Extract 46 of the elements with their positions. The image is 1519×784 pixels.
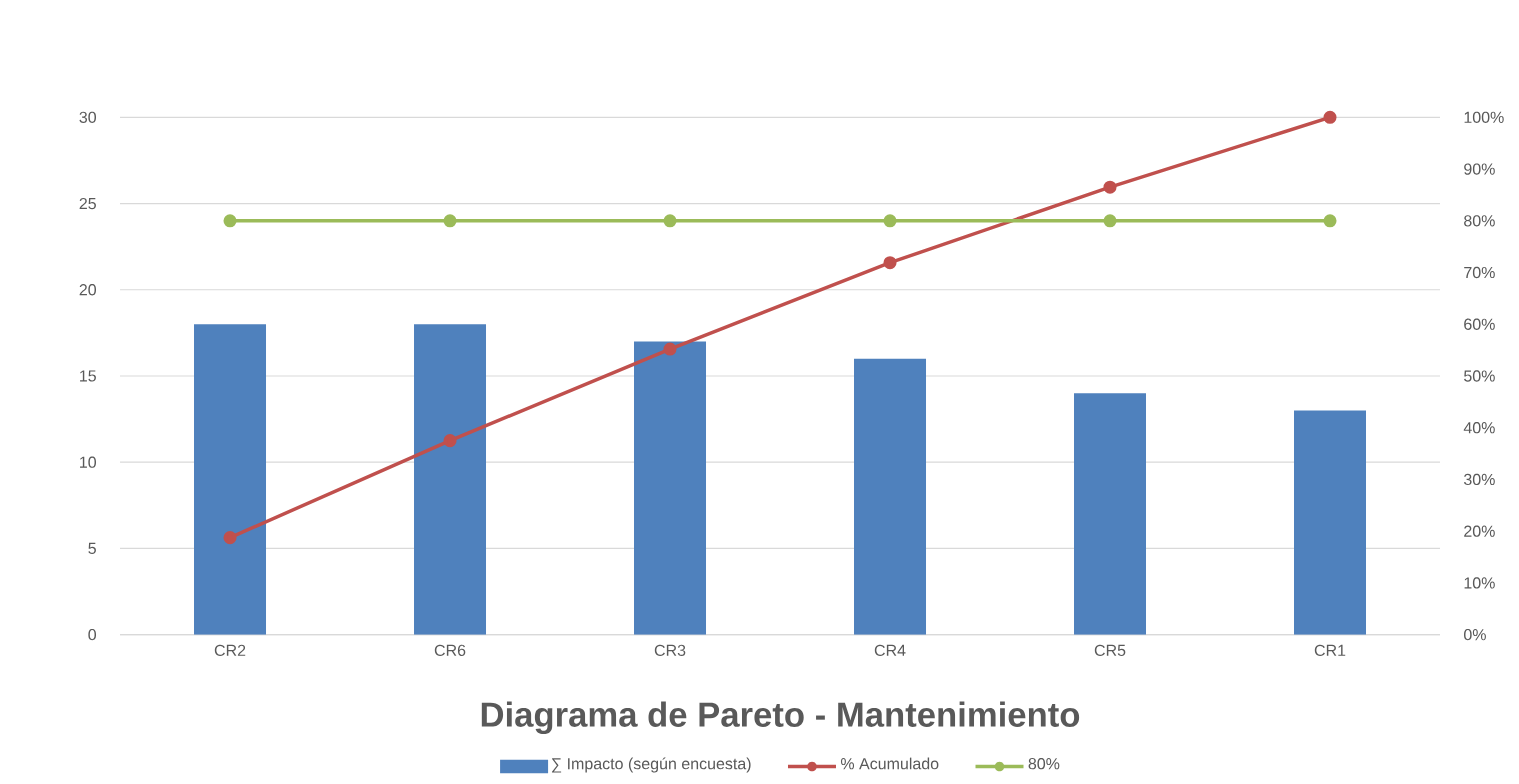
- point: [223, 214, 237, 228]
- point: [1323, 214, 1337, 228]
- y2-tick-label: 90%: [1464, 163, 1495, 175]
- bar: [194, 324, 267, 635]
- x-tick-label: CR1: [1314, 644, 1346, 657]
- point: [443, 214, 457, 228]
- bar: [854, 358, 927, 635]
- point: [883, 214, 897, 228]
- y-tick-label: 10: [80, 456, 97, 468]
- y2-tick-label: 70%: [1464, 266, 1495, 279]
- bar: [1294, 410, 1367, 635]
- y-tick-label: 0: [88, 628, 97, 641]
- y-tick-label: 15: [80, 370, 96, 382]
- bar: [1074, 393, 1147, 635]
- y2-tick-label: 10%: [1464, 577, 1495, 589]
- point: [663, 214, 677, 228]
- y2-tick-label: 60%: [1464, 318, 1495, 330]
- x-tick-label: CR4: [874, 644, 906, 657]
- point: [883, 256, 897, 270]
- text: Diagrama de Pareto - Mantenimiento: [481, 701, 1080, 734]
- point: [1323, 110, 1337, 124]
- y-tick-label: 30: [79, 111, 97, 123]
- point: [1103, 180, 1117, 194]
- x-tick-label: CR2: [214, 644, 246, 657]
- y-tick-label: 5: [88, 542, 96, 554]
- y2-tick-label: 50%: [1464, 370, 1495, 382]
- y2-tick-label: 20%: [1464, 525, 1495, 537]
- legend-label: 80%: [1028, 758, 1060, 770]
- x-tick-label: CR6: [434, 644, 466, 657]
- legend-label: % Acumulado: [840, 757, 939, 770]
- point: [663, 342, 677, 356]
- x-tick-label: CR5: [1094, 644, 1126, 657]
- point: [223, 531, 237, 545]
- point: [443, 434, 457, 448]
- bar: [414, 324, 487, 635]
- y-tick-label: 20: [79, 284, 97, 296]
- y2-tick-label: 0%: [1464, 628, 1486, 641]
- y2-tick-label: 40%: [1463, 422, 1495, 434]
- y2-tick-label: 30%: [1463, 473, 1495, 486]
- bar: [634, 341, 707, 635]
- legend-label: ∑ Impacto (según encuesta): [551, 757, 751, 773]
- x-tick-label: CR3: [654, 644, 686, 657]
- y2-tick-label: 100%: [1464, 111, 1504, 123]
- y-tick-label: 25: [79, 197, 96, 210]
- point: [1103, 214, 1117, 228]
- y2-tick-label: 80%: [1464, 215, 1495, 227]
